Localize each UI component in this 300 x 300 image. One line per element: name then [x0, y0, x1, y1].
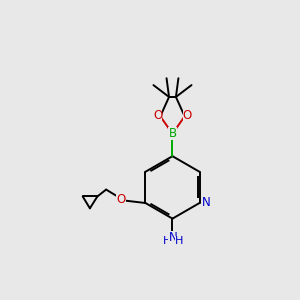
Text: O: O [153, 109, 162, 122]
Text: O: O [182, 109, 192, 122]
Text: N: N [202, 196, 211, 209]
Text: H: H [175, 236, 184, 246]
Text: N: N [168, 232, 177, 244]
Text: B: B [168, 127, 176, 140]
Text: O: O [116, 193, 126, 206]
Text: H: H [163, 236, 171, 246]
